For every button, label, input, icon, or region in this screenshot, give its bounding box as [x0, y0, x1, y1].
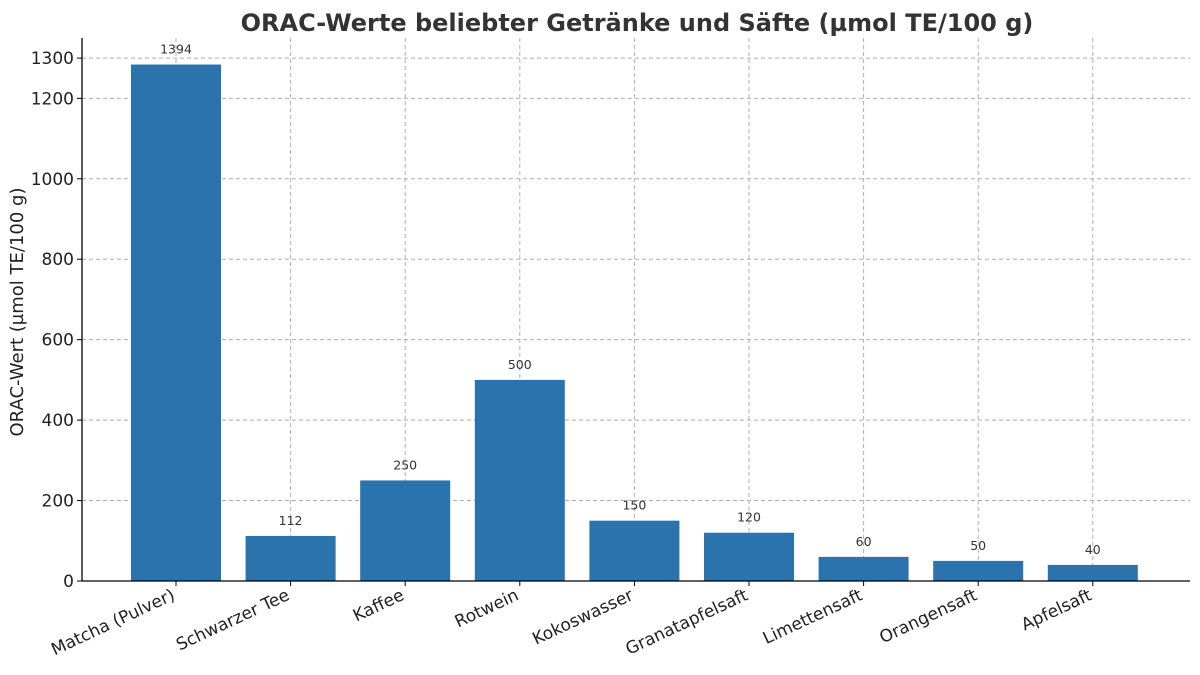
- bar: [818, 556, 909, 581]
- bars: [131, 64, 1138, 581]
- bar-value-label: 150: [622, 498, 646, 513]
- y-axis-label: ORAC-Wert (µmol TE/100 g): [7, 188, 28, 437]
- bar: [131, 64, 221, 581]
- bar-value-label: 50: [970, 538, 986, 553]
- x-tick-label: Granatapfelsaft: [623, 585, 752, 659]
- y-tick-label: 200: [42, 492, 74, 512]
- y-tick-labels: 0 200 400 600 800 1000 1200 1300: [31, 49, 82, 592]
- grid-lines: [82, 38, 1190, 581]
- y-tick-label: 400: [42, 411, 74, 431]
- data-labels: 1394 112 250 500 150 120 60 50 40: [160, 42, 1101, 557]
- bar-value-label: 40: [1085, 542, 1101, 557]
- x-tick-label: Limettensaft: [760, 585, 866, 649]
- chart-title: ORAC-Werte beliebter Getränke und Säfte …: [241, 9, 1034, 37]
- bar-value-label: 120: [737, 510, 761, 525]
- x-tick-label: Apfelsaft: [1018, 585, 1095, 635]
- y-tick-label: 1000: [31, 170, 74, 190]
- bar-value-label: 500: [508, 357, 532, 372]
- x-tick-label: Rotwein: [452, 585, 522, 632]
- y-tick-label: 1300: [31, 49, 74, 69]
- bar: [360, 480, 451, 581]
- y-tick-label: 800: [42, 250, 74, 270]
- bar-value-label: 1394: [160, 42, 192, 57]
- bar: [1047, 564, 1138, 581]
- bar-value-label: 250: [393, 457, 417, 472]
- x-tick-labels: Matcha (Pulver)Schwarzer Tee Kaffee Rotwei…: [48, 581, 1095, 660]
- x-tick-label: Kaffee: [350, 585, 407, 626]
- y-tick-label: 0: [63, 572, 74, 592]
- bar-value-label: 60: [856, 534, 872, 549]
- y-tick-label: 600: [42, 331, 74, 351]
- bar: [589, 520, 680, 581]
- x-tick-label: Matcha (Pulver): [48, 585, 178, 660]
- bar: [245, 535, 336, 581]
- bar: [933, 560, 1024, 581]
- x-tick-label: Orangensaft: [877, 585, 981, 648]
- bar-value-label: 112: [279, 513, 303, 528]
- x-tick-label: Kokoswasser: [530, 585, 637, 649]
- bar: [474, 379, 565, 581]
- x-tick-label: Schwarzer Tee: [173, 585, 292, 655]
- bar: [704, 532, 794, 581]
- y-tick-label: 1200: [31, 89, 74, 109]
